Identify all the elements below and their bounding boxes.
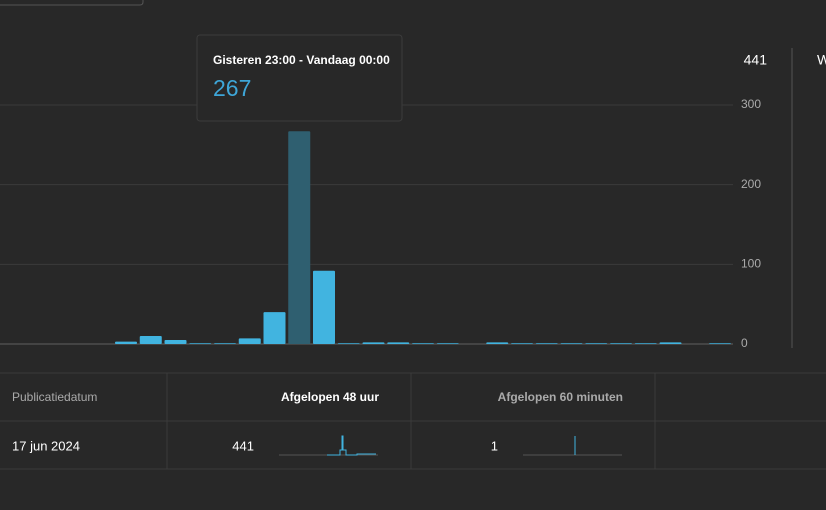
side-label: W xyxy=(817,52,826,68)
bar xyxy=(189,343,212,344)
bar xyxy=(238,338,261,344)
y-tick-label: 100 xyxy=(741,257,761,271)
sparkline xyxy=(279,435,378,456)
column-header[interactable]: Afgelopen 60 minuten xyxy=(498,390,623,404)
total: 441 xyxy=(744,52,768,68)
column-header[interactable]: Afgelopen 48 uur xyxy=(281,390,379,404)
tooltip-value: 267 xyxy=(213,75,251,101)
tooltip-label: Gisteren 23:00 - Vandaag 00:00 xyxy=(213,53,390,67)
column-header[interactable]: Publicatiedatum xyxy=(12,390,97,404)
y-tick-label: 0 xyxy=(741,336,748,350)
bar xyxy=(585,343,608,344)
bar xyxy=(535,343,558,344)
bar xyxy=(610,343,632,344)
bar xyxy=(412,343,434,344)
bar xyxy=(709,343,731,344)
bar xyxy=(214,343,236,344)
bar xyxy=(139,336,162,344)
bar xyxy=(436,343,459,344)
bar xyxy=(511,343,533,344)
bar xyxy=(560,343,583,344)
bar xyxy=(164,340,187,344)
y-tick-label: 200 xyxy=(741,177,761,191)
cell: 17 jun 2024 xyxy=(12,438,80,453)
sparkline-line xyxy=(327,435,376,456)
bar xyxy=(659,342,682,344)
bar xyxy=(313,270,335,344)
y-tick-label: 300 xyxy=(741,97,761,111)
bar xyxy=(115,341,137,344)
bar xyxy=(486,342,509,344)
bar xyxy=(263,312,286,344)
cell: 1 xyxy=(491,438,498,453)
dropdown-edge[interactable] xyxy=(0,0,144,6)
table xyxy=(0,372,826,470)
sparkline xyxy=(523,436,622,456)
bar xyxy=(387,342,410,344)
tooltip-box xyxy=(196,34,403,122)
bar xyxy=(288,131,311,344)
bar xyxy=(634,343,657,344)
tooltip: Gisteren 23:00 - Vandaag 00:00 267 xyxy=(196,34,403,122)
cell: 441 xyxy=(232,438,254,453)
bar xyxy=(337,343,360,344)
bars xyxy=(115,131,731,344)
bar xyxy=(362,342,385,344)
